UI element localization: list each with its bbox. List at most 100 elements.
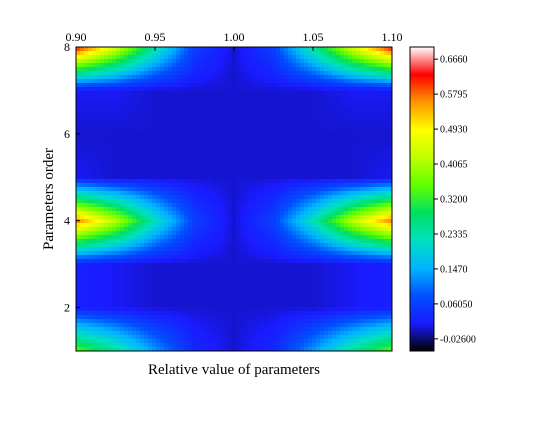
heatmap-cell xyxy=(300,59,305,64)
heatmap-cell xyxy=(204,91,209,96)
heatmap-cell xyxy=(248,91,253,96)
heatmap-cell xyxy=(372,227,377,232)
heatmap-cell xyxy=(124,199,129,204)
heatmap-cell xyxy=(120,259,125,264)
heatmap-cell xyxy=(300,79,305,84)
heatmap-cell xyxy=(332,83,337,88)
heatmap-cell xyxy=(196,151,201,156)
heatmap-cell xyxy=(264,291,269,296)
heatmap-cell xyxy=(88,103,93,108)
heatmap-cell xyxy=(196,131,201,136)
heatmap-cell xyxy=(348,119,353,124)
heatmap-cell xyxy=(304,119,309,124)
heatmap-cell xyxy=(112,299,117,304)
heatmap-cell xyxy=(244,131,249,136)
heatmap-cell xyxy=(184,83,189,88)
heatmap-cell xyxy=(116,287,121,292)
heatmap-cell xyxy=(80,279,85,284)
heatmap-cell xyxy=(356,279,361,284)
heatmap-cell xyxy=(252,263,257,268)
heatmap-cell xyxy=(132,95,137,100)
heatmap-cell xyxy=(376,211,381,216)
heatmap-cell xyxy=(88,155,93,160)
heatmap-cell xyxy=(96,139,101,144)
heatmap-cell xyxy=(240,99,245,104)
heatmap-cell xyxy=(228,275,233,280)
heatmap-cell xyxy=(308,83,313,88)
heatmap-cell xyxy=(176,127,181,132)
heatmap-cell xyxy=(164,275,169,280)
heatmap-cell xyxy=(144,115,149,120)
heatmap-cell xyxy=(288,151,293,156)
heatmap-cell xyxy=(260,247,265,252)
heatmap-cell xyxy=(160,151,165,156)
heatmap-cell xyxy=(132,171,137,176)
heatmap-cell xyxy=(96,59,101,64)
heatmap-cell xyxy=(352,215,357,220)
heatmap-cell xyxy=(148,139,153,144)
heatmap-cell xyxy=(360,127,365,132)
heatmap-cell xyxy=(172,139,177,144)
heatmap-cell xyxy=(300,231,305,236)
heatmap-cell xyxy=(324,183,329,188)
heatmap-cell xyxy=(84,151,89,156)
heatmap-cell xyxy=(216,175,221,180)
heatmap-cell xyxy=(76,207,81,212)
heatmap-cell xyxy=(384,211,389,216)
heatmap-cell xyxy=(308,287,313,292)
heatmap-cell xyxy=(112,119,117,124)
heatmap-cell xyxy=(348,195,353,200)
heatmap-cell xyxy=(108,195,113,200)
heatmap-cell xyxy=(316,171,321,176)
heatmap-cell xyxy=(280,203,285,208)
heatmap-cell xyxy=(244,263,249,268)
heatmap-cell xyxy=(104,295,109,300)
heatmap-cell xyxy=(204,135,209,140)
heatmap-cell xyxy=(160,263,165,268)
heatmap-cell xyxy=(236,135,241,140)
heatmap-cell xyxy=(348,67,353,72)
heatmap-cell xyxy=(268,99,273,104)
heatmap-cell xyxy=(380,63,385,68)
heatmap-cell xyxy=(104,63,109,68)
heatmap-cell xyxy=(168,243,173,248)
heatmap-cell xyxy=(348,131,353,136)
heatmap-cell xyxy=(316,123,321,128)
heatmap-cell xyxy=(276,167,281,172)
heatmap-cell xyxy=(228,147,233,152)
heatmap-cell xyxy=(100,99,105,104)
heatmap-cell xyxy=(84,91,89,96)
heatmap-cell xyxy=(80,287,85,292)
heatmap-cell xyxy=(88,55,93,60)
heatmap-cell xyxy=(152,267,157,272)
heatmap-cell xyxy=(136,211,141,216)
heatmap-cell xyxy=(232,63,237,68)
heatmap-cell xyxy=(152,71,157,76)
heatmap-cell xyxy=(132,71,137,76)
heatmap-cell xyxy=(252,219,257,224)
heatmap-cell xyxy=(300,223,305,228)
heatmap-cell xyxy=(172,99,177,104)
heatmap-cell xyxy=(132,251,137,256)
heatmap-cell xyxy=(124,127,129,132)
heatmap-cell xyxy=(248,287,253,292)
heatmap-cell xyxy=(124,67,129,72)
heatmap-cell xyxy=(364,87,369,92)
heatmap-cell xyxy=(364,275,369,280)
heatmap-cell xyxy=(120,71,125,76)
heatmap-cell xyxy=(232,271,237,276)
heatmap-cell xyxy=(252,251,257,256)
heatmap-cell xyxy=(240,283,245,288)
heatmap-cell xyxy=(364,223,369,228)
heatmap-cell xyxy=(380,183,385,188)
heatmap-cell xyxy=(288,291,293,296)
heatmap-cell xyxy=(316,99,321,104)
heatmap-cell xyxy=(88,163,93,168)
heatmap-cell xyxy=(352,171,357,176)
heatmap-cell xyxy=(96,183,101,188)
heatmap-cell xyxy=(112,127,117,132)
heatmap-cell xyxy=(116,115,121,120)
heatmap-cell xyxy=(76,267,81,272)
heatmap-cell xyxy=(216,267,221,272)
heatmap-cell xyxy=(100,143,105,148)
